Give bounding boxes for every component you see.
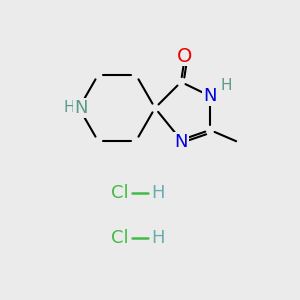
Text: H: H bbox=[151, 184, 165, 202]
Text: O: O bbox=[177, 46, 193, 65]
Text: H: H bbox=[151, 229, 165, 247]
Text: H: H bbox=[220, 79, 232, 94]
Text: H: H bbox=[63, 100, 75, 116]
Text: Cl: Cl bbox=[111, 229, 129, 247]
Text: Cl: Cl bbox=[111, 184, 129, 202]
Text: N: N bbox=[203, 87, 217, 105]
Text: N: N bbox=[74, 99, 88, 117]
Text: N: N bbox=[174, 133, 188, 151]
